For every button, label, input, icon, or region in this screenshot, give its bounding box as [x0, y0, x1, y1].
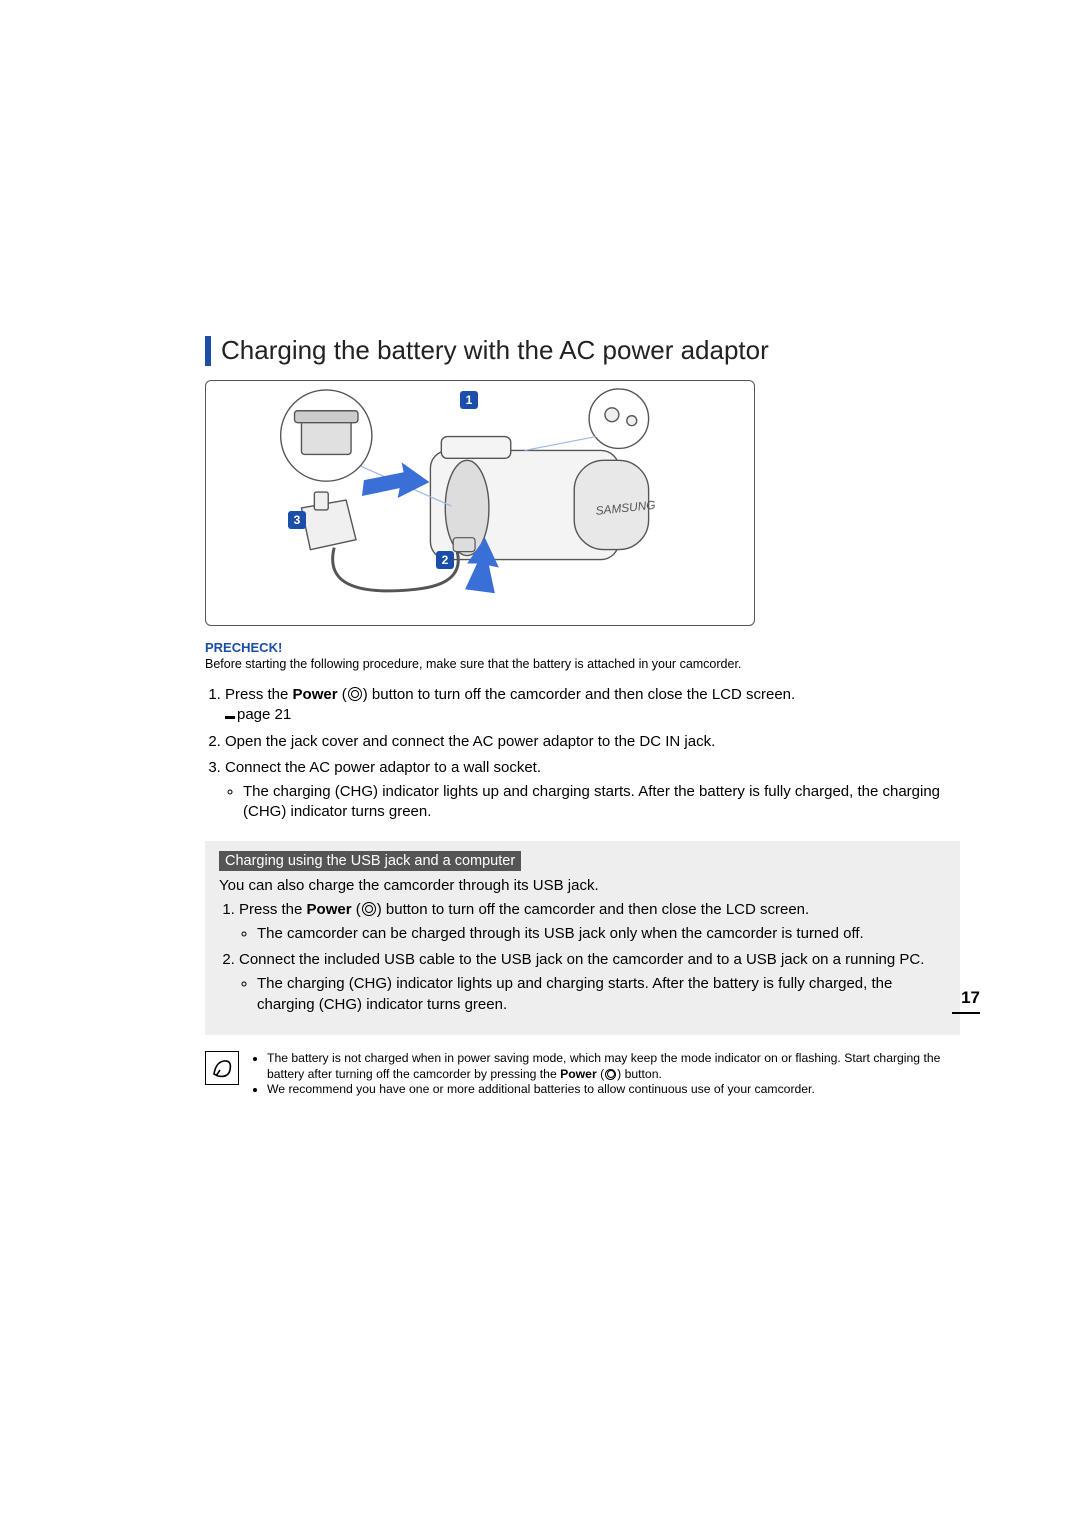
callout-3: 3	[288, 511, 306, 529]
note-2: We recommend you have one or more additi…	[267, 1082, 960, 1098]
step-2: Open the jack cover and connect the AC p…	[225, 732, 960, 752]
callout-1: 1	[460, 391, 478, 409]
power-icon	[362, 902, 376, 916]
note-icon	[205, 1051, 239, 1085]
usb-step-2: Connect the included USB cable to the US…	[239, 950, 946, 1015]
power-icon	[605, 1069, 616, 1080]
heading-text: Charging the battery with the AC power a…	[221, 335, 769, 366]
power-label: Power	[307, 901, 352, 918]
usb-step-2-bullet: The charging (CHG) indicator lights up a…	[257, 974, 946, 1015]
callout-2: 2	[436, 551, 454, 569]
precheck-text: Before starting the following procedure,…	[205, 657, 960, 671]
step-3: Connect the AC power adaptor to a wall s…	[225, 758, 960, 823]
usb-steps-list: Press the Power () button to turn off th…	[219, 900, 946, 1015]
power-label: Power	[560, 1067, 597, 1081]
step-3-bullet: The charging (CHG) indicator lights up a…	[243, 782, 960, 823]
usb-step-1-bullet: The camcorder can be charged through its…	[257, 924, 946, 944]
manual-page: Charging the battery with the AC power a…	[0, 0, 1080, 1527]
heading-accent-bar	[205, 336, 211, 366]
usb-charging-box: Charging using the USB jack and a comput…	[205, 841, 960, 1035]
usb-box-intro: You can also charge the camcorder throug…	[219, 877, 946, 894]
main-steps-list: Press the Power () button to turn off th…	[205, 685, 960, 823]
notes-list: The battery is not charged when in power…	[249, 1051, 960, 1099]
usb-step-2-bullets: The charging (CHG) indicator lights up a…	[239, 974, 946, 1015]
section-heading: Charging the battery with the AC power a…	[205, 335, 960, 366]
step-1: Press the Power () button to turn off th…	[225, 685, 960, 726]
usb-step-1-bullets: The camcorder can be charged through its…	[239, 924, 946, 944]
arrow-icon	[362, 462, 429, 498]
power-label: Power	[293, 686, 338, 703]
page-number: 17	[961, 988, 980, 1008]
precheck-label: PRECHECK!	[205, 640, 960, 655]
illustration-frame: SAMSUNG	[205, 380, 755, 626]
step-3-bullets: The charging (CHG) indicator lights up a…	[225, 782, 960, 823]
page-ref: page 21	[225, 706, 291, 723]
usb-step-1: Press the Power () button to turn off th…	[239, 900, 946, 945]
usb-box-title: Charging using the USB jack and a comput…	[219, 851, 521, 871]
power-icon	[348, 687, 362, 701]
page-number-rule	[952, 1012, 980, 1014]
notes-row: The battery is not charged when in power…	[205, 1051, 960, 1099]
note-1: The battery is not charged when in power…	[267, 1051, 960, 1083]
camcorder-illustration: SAMSUNG	[206, 381, 754, 625]
